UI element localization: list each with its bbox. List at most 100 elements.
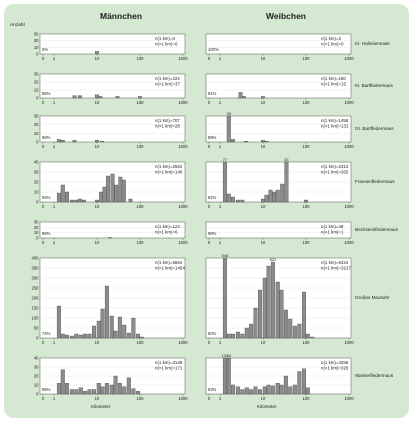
bar xyxy=(87,333,92,339)
x-tick-label: 0 xyxy=(42,396,45,401)
bar xyxy=(60,333,65,339)
x-tick-label: 0 xyxy=(42,240,45,245)
x-tick-label: 1 xyxy=(53,396,56,401)
bar xyxy=(74,333,79,339)
bar xyxy=(266,384,271,395)
x-tick-label: 10 xyxy=(261,240,266,245)
plot-area xyxy=(39,115,186,143)
x-tick-label: 1 xyxy=(219,240,222,245)
plot-area xyxy=(205,73,352,99)
y-tick-label: 10 xyxy=(34,131,39,136)
x-tick-label: 0 xyxy=(42,204,45,209)
bar xyxy=(56,383,61,395)
x-tick-label: 10 xyxy=(261,340,266,345)
n-value-1km: n(1 km)=707 xyxy=(155,118,180,123)
bar xyxy=(77,198,82,203)
y-tick-label: 30 xyxy=(34,170,39,175)
bar xyxy=(64,383,69,395)
y-tick-label: 20 xyxy=(34,180,39,185)
bar xyxy=(128,198,133,203)
bar xyxy=(240,333,245,339)
x-tick-label: 1000 xyxy=(178,144,188,149)
bar xyxy=(275,383,280,395)
x-tick-label: 100 xyxy=(303,56,311,61)
bar xyxy=(100,386,105,395)
bar xyxy=(272,191,276,203)
bar xyxy=(74,199,79,203)
bar xyxy=(266,265,271,339)
x-tick-label: 100 xyxy=(137,396,145,401)
bar xyxy=(226,357,231,395)
n-value-over-1km: n(>1 km)=15 xyxy=(321,82,346,87)
bar xyxy=(64,334,69,339)
n-value-over-1km: n(>1 km)=202 xyxy=(321,170,349,175)
bar xyxy=(138,96,142,99)
x-tick-label: 1 xyxy=(219,144,222,149)
bar xyxy=(102,186,107,203)
x-tick-label: 100 xyxy=(137,100,145,105)
bar xyxy=(109,315,114,339)
bar xyxy=(258,289,262,339)
zero-percent-label: 95% xyxy=(42,387,51,392)
bar xyxy=(297,323,302,339)
x-tick-label: 1 xyxy=(219,56,222,61)
bar xyxy=(126,377,131,395)
x-tick-label: 10 xyxy=(261,396,266,401)
x-tick-label: 1000 xyxy=(178,396,188,401)
x-tick-label: 0 xyxy=(42,144,45,149)
zero-percent-label: 96% xyxy=(42,135,51,140)
bar xyxy=(139,336,144,339)
bar xyxy=(131,388,136,395)
y-tick-label: 400 xyxy=(32,256,40,261)
bar xyxy=(104,383,109,395)
bar xyxy=(110,173,115,203)
plot-area xyxy=(39,73,186,99)
bar xyxy=(69,335,74,339)
bar-label: 77 xyxy=(223,158,227,162)
x-tick-label: 0 xyxy=(208,396,211,401)
bar xyxy=(82,199,87,203)
bar xyxy=(126,332,131,339)
bar xyxy=(264,194,269,203)
n-value-over-1km: n(>1 km)=1454 xyxy=(155,266,185,271)
bar xyxy=(305,387,310,395)
bar xyxy=(136,333,140,339)
y-tick-label: 0 xyxy=(36,200,39,205)
bar xyxy=(83,333,88,339)
n-value-1km: n(1 km)=0 xyxy=(155,36,175,41)
y-tick-label: 30 xyxy=(34,365,39,370)
x-tick-label: 10 xyxy=(95,56,100,61)
bar xyxy=(243,140,248,143)
x-tick-label: 100 xyxy=(303,396,311,401)
bar xyxy=(122,324,127,339)
bar xyxy=(113,330,118,339)
zero-percent-label: 74% xyxy=(42,331,51,336)
bar xyxy=(284,161,289,203)
bar xyxy=(244,327,249,339)
x-tick-label: 0 xyxy=(208,240,211,245)
x-tick-label: 100 xyxy=(303,144,311,149)
n-value-over-1km: n(>1 km)=140 xyxy=(155,170,183,175)
x-tick-label: 1 xyxy=(219,100,222,105)
bar xyxy=(107,237,112,239)
y-tick-label: 200 xyxy=(32,296,40,301)
zero-percent-label: 91% xyxy=(208,91,217,96)
bar xyxy=(113,375,118,395)
x-tick-label: 10 xyxy=(261,144,266,149)
bar xyxy=(310,336,315,339)
y-tick-label: 0 xyxy=(36,336,39,341)
x-tick-label: 0 xyxy=(208,144,211,149)
bar xyxy=(226,115,231,143)
bar xyxy=(56,305,61,339)
y-tick-label: 40 xyxy=(34,160,39,165)
y-tick-label: 20 xyxy=(34,374,39,379)
bar xyxy=(60,140,65,143)
bar xyxy=(305,333,310,339)
bar xyxy=(222,257,227,339)
bar xyxy=(270,261,275,339)
bar xyxy=(240,389,245,395)
n-value-1km: n(1 km)=2313 xyxy=(321,164,349,169)
bar xyxy=(99,140,104,143)
n-value-over-1km: n(>1 km)=3217 xyxy=(321,266,351,271)
bar xyxy=(230,333,235,339)
